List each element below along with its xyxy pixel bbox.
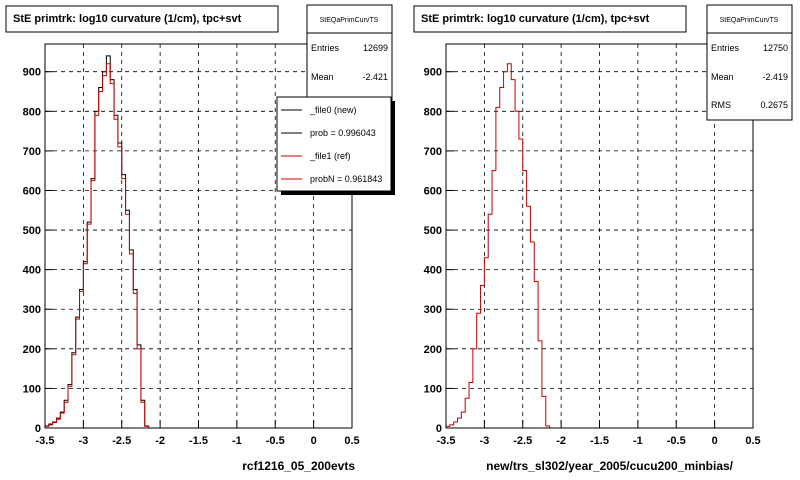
y-tick-label: 0 xyxy=(35,423,41,435)
y-tick-label: 600 xyxy=(23,185,41,197)
left-entries-value: 12699 xyxy=(363,43,388,53)
y-tick-label: 800 xyxy=(424,106,442,118)
left-y-tick-labels: 0 100 200 300 400 500 600 700 800 900 xyxy=(23,67,41,435)
y-tick-label: 800 xyxy=(23,106,41,118)
right-stats-name: StEQaPrimCurvTS xyxy=(720,17,779,24)
left-x-axis-label: rcf1216_05_200evts xyxy=(242,459,355,473)
left-title-box xyxy=(5,5,279,33)
y-tick-label: 400 xyxy=(424,265,442,277)
left-legend: _file0 (new) prob = 0.996043 _file1 (ref… xyxy=(276,96,395,195)
right-chart-title: StE primtrk: log10 curvature (1/cm), tpc… xyxy=(421,13,650,25)
right-x-axis-label: new/trs_sl302/year_2005/cucu200_minbias/ xyxy=(486,459,733,473)
y-tick-label: 400 xyxy=(23,265,41,277)
x-tick-label: -2.5 xyxy=(112,435,131,447)
x-tick-label: -0.5 xyxy=(667,435,686,447)
left-chart-title: StE primtrk: log10 curvature (1/cm), tpc… xyxy=(13,13,242,25)
left-histograms xyxy=(44,55,153,429)
legend-item-prob: prob = 0.996043 xyxy=(310,128,376,138)
x-tick-label: -3.5 xyxy=(36,435,55,447)
left-stats-box: StEQaPrimCurvTS Entries 12699 Mean -2.42… xyxy=(306,4,393,118)
y-tick-label: 500 xyxy=(424,225,442,237)
y-tick-label: 700 xyxy=(23,146,41,158)
x-tick-label: -2.5 xyxy=(513,435,532,447)
x-tick-label: -2 xyxy=(556,435,566,447)
legend-item-probN: probN = 0.961843 xyxy=(310,174,382,184)
x-tick-label: -3 xyxy=(479,435,489,447)
legend-item-file0: _file0 (new) xyxy=(309,105,357,115)
y-tick-label: 700 xyxy=(424,146,442,158)
x-tick-label: 0 xyxy=(311,435,317,447)
y-tick-label: 300 xyxy=(424,304,442,316)
x-tick-label: 0.5 xyxy=(745,435,760,447)
x-tick-label: -3.5 xyxy=(437,435,456,447)
right-entries-value: 12750 xyxy=(763,43,788,53)
x-tick-label: -1.5 xyxy=(590,435,609,447)
x-tick-label: -3 xyxy=(78,435,88,447)
x-tick-label: -0.5 xyxy=(266,435,285,447)
right-grid xyxy=(445,44,754,429)
right-mean-value: -2.419 xyxy=(762,72,788,82)
x-tick-label: -1.5 xyxy=(189,435,208,447)
right-y-tick-labels: 0 100 200 300 400 500 600 700 800 900 xyxy=(424,67,442,435)
y-tick-label: 200 xyxy=(23,344,41,356)
y-tick-label: 300 xyxy=(23,304,41,316)
x-tick-label: -2 xyxy=(155,435,165,447)
right-x-tick-labels: -3.5 -3 -2.5 -2 -1.5 -1 -0.5 0 0.5 xyxy=(437,435,761,447)
left-panel: StE primtrk: log10 curvature (1/cm), tpc… xyxy=(5,4,395,473)
y-tick-label: 0 xyxy=(436,423,442,435)
right-rms-value: 0.2675 xyxy=(760,100,788,110)
y-tick-label: 900 xyxy=(23,67,41,79)
right-mean-label: Mean xyxy=(711,72,734,82)
histogram-series-1 xyxy=(44,63,153,429)
y-tick-label: 600 xyxy=(424,185,442,197)
y-tick-label: 100 xyxy=(23,383,41,395)
right-entries-label: Entries xyxy=(711,43,740,53)
y-tick-label: 100 xyxy=(424,383,442,395)
x-tick-label: -1 xyxy=(633,435,643,447)
y-tick-label: 900 xyxy=(424,67,442,79)
left-plot-frame xyxy=(44,43,353,429)
right-rms-label: RMS xyxy=(711,100,731,110)
y-tick-label: 500 xyxy=(23,225,41,237)
x-tick-label: 0 xyxy=(712,435,718,447)
x-tick-label: 0.5 xyxy=(344,435,359,447)
histogram-series-0 xyxy=(445,63,554,429)
left-stats-name: StEQaPrimCurvTS xyxy=(320,17,379,24)
left-mean-value: -2.421 xyxy=(362,72,388,82)
right-stats-box: StEQaPrimCurvTS Entries 12750 Mean -2.41… xyxy=(706,4,793,121)
x-tick-label: -1 xyxy=(232,435,242,447)
right-title-box xyxy=(413,5,687,33)
right-panel: StE primtrk: log10 curvature (1/cm), tpc… xyxy=(413,4,793,473)
left-x-tick-labels: -3.5 -3 -2.5 -2 -1.5 -1 -0.5 0 0.5 xyxy=(36,435,360,447)
right-histograms xyxy=(445,63,554,429)
left-entries-label: Entries xyxy=(311,43,340,53)
legend-item-file1: _file1 (ref) xyxy=(309,151,351,161)
left-mean-label: Mean xyxy=(311,72,334,82)
y-tick-label: 200 xyxy=(424,344,442,356)
right-plot-frame xyxy=(445,43,754,429)
